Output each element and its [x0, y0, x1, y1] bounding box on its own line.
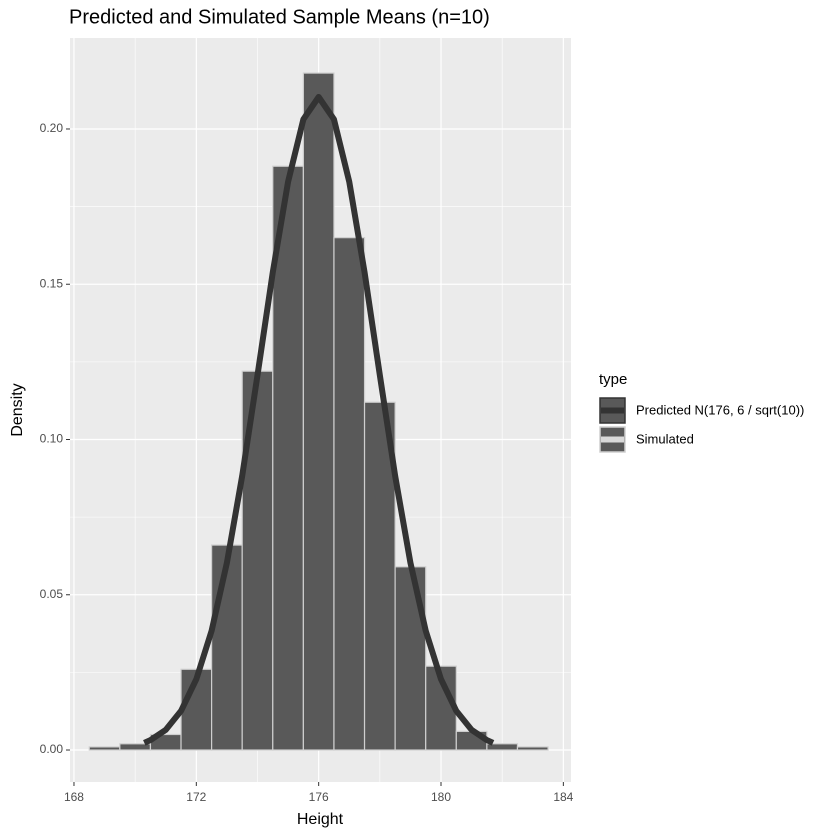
- y-tick-label: 0.00: [40, 742, 64, 756]
- y-tick-label: 0.10: [40, 432, 64, 446]
- legend-label: Predicted N(176, 6 / sqrt(10)): [636, 402, 804, 417]
- bar: [302, 72, 335, 751]
- x-tick-label: 180: [431, 790, 451, 804]
- bar: [516, 746, 549, 751]
- y-tick-label: 0.15: [40, 276, 64, 290]
- y-tick-label: 0.05: [40, 587, 64, 601]
- legend-title: type: [599, 371, 627, 388]
- bar: [394, 566, 427, 751]
- bar: [333, 237, 366, 751]
- legend-label: Simulated: [636, 431, 694, 446]
- x-tick-label: 168: [64, 790, 84, 804]
- bar: [211, 544, 243, 751]
- x-tick-label: 176: [309, 790, 329, 804]
- density-curve: [143, 94, 495, 746]
- chart-title: Predicted and Simulated Sample Means (n=…: [69, 6, 490, 28]
- bar: [88, 746, 121, 751]
- y-axis-label: Density: [9, 383, 26, 436]
- x-tick-label: 172: [186, 790, 206, 804]
- bar: [272, 165, 304, 751]
- x-tick-label: 184: [553, 790, 573, 804]
- y-tick-label: 0.20: [40, 121, 64, 135]
- marks: [88, 72, 549, 751]
- x-axis-label: Height: [297, 811, 344, 828]
